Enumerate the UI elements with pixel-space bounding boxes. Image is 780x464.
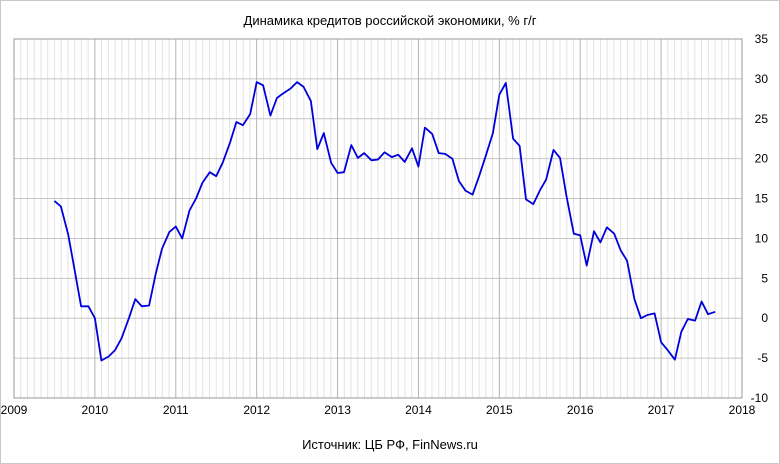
chart-grid	[13, 38, 743, 399]
x-tick-label: 2016	[567, 403, 594, 417]
y-axis: 35 30 25 20 15 10 5 0 -5 -10	[751, 32, 769, 405]
x-tick-label: 2013	[324, 403, 351, 417]
source-note: Источник: ЦБ РФ, FinNews.ru	[302, 437, 478, 452]
x-tick-label: 2018	[729, 403, 756, 417]
plot-border	[13, 38, 743, 399]
x-axis: 2009 2010 2011 2012 2013 2014 2015 2016 2017 2018	[1, 403, 756, 417]
x-tick-label: 2011	[163, 403, 189, 417]
x-tick-label: 2015	[486, 403, 513, 417]
y-tick-label: 5	[761, 271, 768, 285]
x-tick-label: 2014	[405, 403, 432, 417]
x-tick-label: 2010	[82, 403, 109, 417]
chart-title: Динамика кредитов российской экономики, …	[243, 13, 537, 28]
series-group	[53, 81, 716, 362]
y-tick-label: 15	[755, 192, 769, 206]
y-tick-label: -10	[751, 391, 769, 405]
series-line	[53, 81, 716, 362]
y-tick-label: 30	[755, 72, 769, 86]
y-tick-label: 25	[755, 112, 769, 126]
x-tick-label: 2009	[1, 403, 28, 417]
y-tick-label: 10	[755, 231, 769, 245]
x-tick-label: 2012	[243, 403, 270, 417]
y-tick-label: 35	[755, 32, 769, 46]
x-tick-label: 2017	[648, 403, 675, 417]
y-tick-label: -5	[757, 351, 768, 365]
y-tick-label: 20	[755, 152, 769, 166]
y-tick-label: 0	[761, 311, 768, 325]
